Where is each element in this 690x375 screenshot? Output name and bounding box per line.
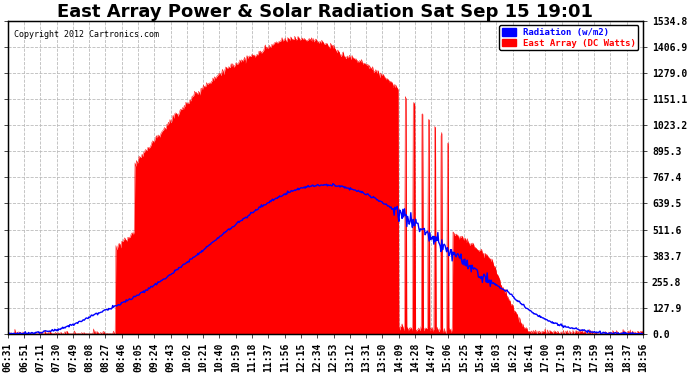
Title: East Array Power & Solar Radiation Sat Sep 15 19:01: East Array Power & Solar Radiation Sat S…: [57, 3, 593, 21]
Text: Copyright 2012 Cartronics.com: Copyright 2012 Cartronics.com: [14, 30, 159, 39]
Legend: Radiation (w/m2), East Array (DC Watts): Radiation (w/m2), East Array (DC Watts): [500, 26, 638, 50]
